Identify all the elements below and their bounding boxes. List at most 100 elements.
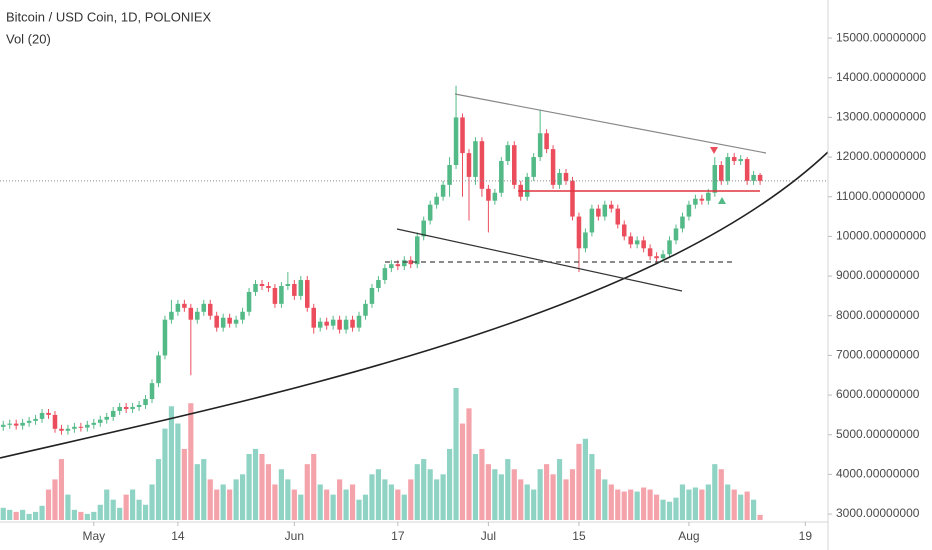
candle-body xyxy=(589,208,595,233)
volume-bar xyxy=(582,438,589,520)
candle-body xyxy=(389,264,394,269)
candle-body xyxy=(570,180,575,217)
candle-body xyxy=(447,165,452,185)
y-tick-label: 10000.00000000 xyxy=(836,229,926,243)
candle-body xyxy=(544,133,549,150)
x-tick-label: Jul xyxy=(481,529,496,543)
candle-body xyxy=(693,198,698,205)
volume-bar xyxy=(421,459,427,520)
volume-bar xyxy=(110,499,116,520)
volume-bar xyxy=(194,464,200,520)
volume-bar xyxy=(718,469,724,520)
candle-body xyxy=(311,307,316,328)
candle-body xyxy=(117,406,122,411)
candle-body xyxy=(292,284,297,296)
volume-bar xyxy=(628,489,634,520)
volume-bar xyxy=(641,487,647,520)
candle-body xyxy=(680,216,685,229)
volume-bar xyxy=(576,443,582,520)
volume-bar xyxy=(97,504,103,520)
candle-body xyxy=(576,216,582,249)
candle-body xyxy=(136,404,142,407)
volume-bar xyxy=(149,484,155,520)
volume-bar xyxy=(65,494,71,520)
volume-bar xyxy=(136,499,142,520)
y-tick-label: 7000.00000000 xyxy=(836,348,920,362)
candle-body xyxy=(266,285,271,288)
candle-body xyxy=(350,319,355,328)
candle-body xyxy=(473,141,478,177)
x-tick-label: May xyxy=(82,529,105,543)
candle-body xyxy=(337,319,342,330)
candle-body xyxy=(123,406,129,409)
candle-body xyxy=(182,303,187,308)
x-tick-label: Jun xyxy=(285,529,304,543)
candle-body xyxy=(246,291,252,312)
volume-bar xyxy=(647,489,653,520)
candle-body xyxy=(130,406,135,409)
candle-body xyxy=(0,424,6,427)
candle-body xyxy=(615,208,621,225)
volume-bar xyxy=(498,474,504,520)
volume-bar xyxy=(58,459,65,520)
candle-body xyxy=(356,315,362,328)
candle-body xyxy=(699,198,705,201)
candle-body xyxy=(460,117,465,154)
trend-line xyxy=(396,228,683,292)
candle-body xyxy=(195,311,200,320)
y-tick-label: 3000.00000000 xyxy=(836,506,920,520)
signal-marker xyxy=(718,197,726,204)
volume-bar xyxy=(712,464,718,520)
volume-bar xyxy=(104,489,110,520)
volume-bar xyxy=(427,469,433,520)
candle-body xyxy=(13,423,19,426)
candle-body xyxy=(305,280,310,308)
x-tick-label: 19 xyxy=(799,529,813,543)
volume-bar xyxy=(569,469,576,520)
volume-bar xyxy=(188,403,194,520)
candle-body xyxy=(751,174,756,181)
volume-bar xyxy=(20,509,26,520)
candle-body xyxy=(414,236,420,265)
volume-bar xyxy=(168,406,175,520)
candle-body xyxy=(402,260,407,267)
volume-bar xyxy=(699,489,705,520)
candle-body xyxy=(531,157,536,177)
volume-layer xyxy=(0,388,763,520)
y-tick-label: 8000.00000000 xyxy=(836,308,920,322)
candle-body xyxy=(479,141,485,189)
volume-bar xyxy=(369,474,375,520)
volume-bar xyxy=(556,459,563,520)
candle-body xyxy=(505,145,511,162)
volume-bar xyxy=(252,448,259,520)
candle-body xyxy=(143,399,148,405)
volume-bar xyxy=(725,484,731,520)
volume-bar xyxy=(375,469,382,520)
candle-body xyxy=(524,176,530,197)
volume-bar xyxy=(32,511,39,520)
volume-bar xyxy=(666,501,673,520)
volume-bar xyxy=(563,479,569,520)
volume-bar xyxy=(298,494,304,520)
candle-body xyxy=(240,311,245,320)
candle-body xyxy=(486,188,491,201)
volume-bar xyxy=(634,491,640,520)
candle-body xyxy=(641,240,646,249)
candle-body xyxy=(253,284,258,292)
volume-bar xyxy=(395,489,401,520)
volume-bar xyxy=(388,484,394,520)
x-tick-label: 17 xyxy=(391,529,405,543)
volume-bar xyxy=(13,511,19,520)
candle-body xyxy=(110,410,116,417)
candle-body xyxy=(259,284,265,286)
volume-bar xyxy=(673,497,679,520)
candle-body xyxy=(453,117,459,166)
volume-bar xyxy=(246,454,252,520)
volume-bar xyxy=(278,469,284,520)
candle-body xyxy=(156,355,161,384)
x-tick-label: 15 xyxy=(572,529,586,543)
trend-line xyxy=(454,93,767,154)
volume-bar xyxy=(505,459,511,520)
candle-body xyxy=(673,228,679,241)
candle-body xyxy=(628,236,633,245)
